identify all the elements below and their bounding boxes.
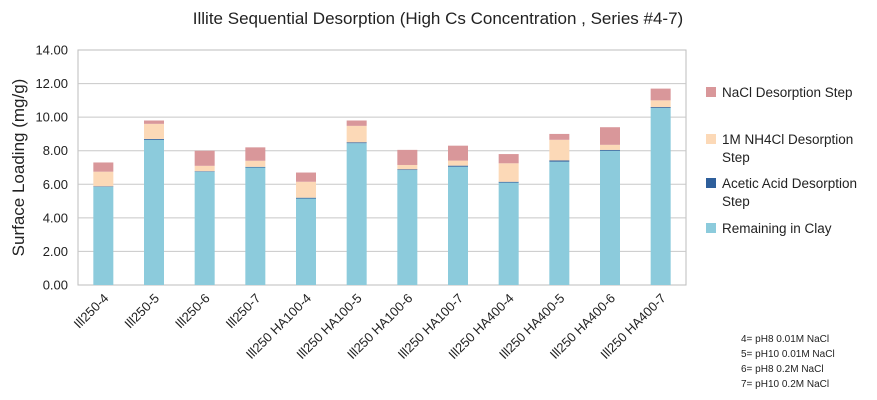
bar-segment-remaining-in-clay	[549, 161, 570, 285]
bar-segment-nacl-desorption-step	[549, 133, 570, 140]
bar-segment-acetic-acid-desorption-step	[194, 171, 215, 172]
y-tick-label: 2.00	[43, 244, 68, 259]
bar-segment-1m-nh4cl-desorption-step	[194, 165, 215, 172]
bar-segment-remaining-in-clay	[650, 107, 671, 286]
y-tick-label: 10.00	[35, 110, 68, 125]
legend-swatch	[706, 178, 716, 188]
bar-segment-nacl-desorption-step	[194, 150, 215, 166]
bar-segment-nacl-desorption-step	[93, 162, 114, 172]
bar-segment-acetic-acid-desorption-step	[296, 197, 316, 199]
bar-segment-1m-nh4cl-desorption-step	[144, 123, 164, 139]
x-tick-label: Ill250-5	[121, 291, 162, 332]
legend-label: Step	[722, 194, 750, 209]
bar-segment-remaining-in-clay	[346, 143, 367, 285]
chart-title: Illite Sequential Desorption (High Cs Co…	[193, 9, 683, 28]
bar-segment-nacl-desorption-step	[448, 145, 468, 161]
legend-swatch	[706, 223, 716, 233]
legend-swatch	[706, 87, 716, 97]
y-tick-label: 12.00	[35, 76, 68, 91]
bar-segment-remaining-in-clay	[93, 186, 114, 285]
bar-segment-remaining-in-clay	[397, 170, 418, 285]
legend-label: Remaining in Clay	[722, 221, 832, 236]
bar-segment-remaining-in-clay	[600, 150, 620, 285]
bar-segment-remaining-in-clay	[296, 198, 316, 285]
bar-segment-acetic-acid-desorption-step	[600, 149, 620, 151]
bar-segment-acetic-acid-desorption-step	[93, 186, 114, 187]
y-tick-label: 8.00	[43, 143, 68, 158]
bar-segment-remaining-in-clay	[448, 166, 468, 285]
y-tick-labels: 0.00 2.00 4.00 6.00 8.00 10.00 12.00 14.00	[35, 43, 68, 293]
bar-segment-acetic-acid-desorption-step	[650, 107, 671, 108]
y-tick-label: 14.00	[35, 43, 68, 58]
bar-segment-1m-nh4cl-desorption-step	[600, 144, 620, 150]
y-tick-label: 6.00	[43, 177, 68, 192]
bar-segment-1m-nh4cl-desorption-step	[245, 160, 266, 167]
bar-segment-1m-nh4cl-desorption-step	[93, 171, 114, 187]
legend-label: 1M NH4Cl Desorption	[722, 132, 853, 147]
bar-segment-1m-nh4cl-desorption-step	[549, 139, 570, 161]
bar-segment-nacl-desorption-step	[296, 172, 316, 182]
legend-label: NaCl Desorption Step	[722, 85, 853, 100]
bar-segment-nacl-desorption-step	[498, 154, 519, 164]
x-tick-label: Ill250-4	[71, 291, 112, 332]
y-axis-label: Surface Loading (mg/g)	[9, 79, 28, 257]
bar-segment-nacl-desorption-step	[397, 149, 418, 165]
legend-label: Acetic Acid Desorption	[722, 176, 857, 191]
bar-segment-acetic-acid-desorption-step	[346, 142, 367, 144]
y-tick-label: 0.00	[43, 278, 68, 293]
bar-segment-acetic-acid-desorption-step	[498, 181, 519, 183]
plot-area	[77, 49, 687, 286]
bar-segment-acetic-acid-desorption-step	[448, 165, 468, 167]
bar-segment-1m-nh4cl-desorption-step	[498, 163, 519, 182]
bar-segment-remaining-in-clay	[245, 167, 266, 285]
gridlines	[77, 49, 687, 286]
legend: NaCl Desorption Step 1M NH4Cl Desorption S…	[706, 85, 857, 236]
bar-segment-nacl-desorption-step	[650, 88, 671, 101]
bar-segment-1m-nh4cl-desorption-step	[397, 164, 418, 170]
annotation-note: 5= pH10 0.01M NaCl	[741, 349, 835, 360]
x-tick-label: Ill250-6	[172, 291, 213, 332]
bar-segment-acetic-acid-desorption-step	[245, 166, 266, 168]
y-tick-label: 4.00	[43, 210, 68, 225]
bars	[93, 88, 671, 286]
legend-label: Step	[722, 150, 750, 165]
bar-segment-nacl-desorption-step	[245, 147, 266, 161]
bar-segment-1m-nh4cl-desorption-step	[448, 160, 468, 166]
bar-segment-nacl-desorption-step	[346, 120, 367, 126]
bar-segment-acetic-acid-desorption-step	[549, 160, 570, 162]
annotation-notes: 4= pH8 0.01M NaCl 5= pH10 0.01M NaCl 6= pH…	[741, 334, 835, 390]
annotation-note: 4= pH8 0.01M NaCl	[741, 334, 829, 345]
bar-segment-remaining-in-clay	[498, 182, 519, 285]
x-tick-label: Ill250-7	[223, 291, 264, 332]
bar-segment-nacl-desorption-step	[600, 127, 620, 145]
bar-segment-acetic-acid-desorption-step	[397, 169, 418, 171]
legend-swatch	[706, 134, 716, 144]
bar-segment-1m-nh4cl-desorption-step	[296, 181, 316, 198]
bar-segment-acetic-acid-desorption-step	[144, 138, 164, 140]
bar-segment-remaining-in-clay	[144, 139, 164, 285]
annotation-note: 6= pH8 0.2M NaCl	[741, 364, 824, 375]
bar-segment-nacl-desorption-step	[144, 120, 164, 124]
bar-segment-remaining-in-clay	[194, 171, 215, 285]
bar-segment-1m-nh4cl-desorption-step	[346, 125, 367, 143]
annotation-note: 7= pH10 0.2M NaCl	[741, 379, 829, 390]
bar-segment-1m-nh4cl-desorption-step	[650, 100, 671, 108]
